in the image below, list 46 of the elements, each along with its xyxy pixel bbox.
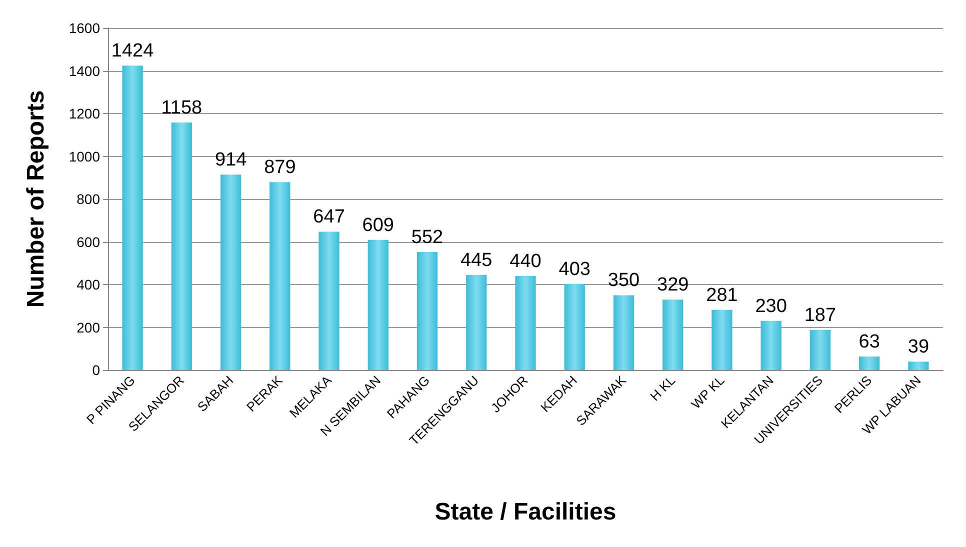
bar — [171, 122, 192, 370]
data-label: 914 — [214, 150, 248, 171]
data-label: 39 — [908, 336, 930, 358]
y-tick-label: 1000 — [68, 148, 100, 164]
x-axis-title: State / Facilities — [434, 498, 616, 526]
bar — [515, 276, 536, 370]
data-label: 609 — [362, 214, 394, 236]
bar — [220, 174, 242, 370]
bar — [416, 252, 438, 370]
data-label: 1158 — [161, 97, 202, 118]
bar — [368, 240, 388, 370]
bar — [613, 295, 634, 370]
y-tick-label: 200 — [76, 319, 100, 336]
y-tick-label: 600 — [76, 234, 100, 250]
bar — [810, 330, 831, 370]
bar — [908, 362, 929, 370]
data-label: 440 — [510, 250, 542, 272]
bar — [466, 274, 487, 370]
bar — [564, 284, 585, 370]
data-label: 187 — [804, 305, 836, 326]
data-label: 647 — [313, 206, 345, 228]
data-label: 63 — [858, 332, 880, 353]
bar — [318, 232, 340, 370]
data-label: 281 — [706, 284, 738, 306]
bar — [712, 310, 732, 370]
data-label: 1424 — [111, 40, 154, 62]
data-label: 350 — [608, 270, 640, 292]
data-label: 329 — [657, 274, 689, 296]
y-tick-label: 1400 — [68, 62, 100, 79]
y-tick-label: 1600 — [68, 20, 100, 36]
data-label: 403 — [558, 258, 590, 280]
bar — [859, 356, 880, 370]
bar — [122, 66, 143, 370]
y-tick-label: 800 — [76, 191, 100, 207]
bar — [662, 300, 684, 370]
data-label: 230 — [755, 296, 787, 317]
y-tick-label: 0 — [92, 362, 100, 378]
bar — [270, 182, 290, 370]
data-label: 879 — [264, 157, 296, 178]
y-axis-title: Number of Reports — [22, 90, 50, 308]
data-label: 445 — [460, 250, 492, 271]
bar — [760, 320, 782, 370]
x-tick-label: H KL — [647, 372, 678, 404]
y-tick-label: 1200 — [68, 106, 100, 122]
data-label: 552 — [411, 227, 444, 248]
y-tick-label: 400 — [76, 276, 100, 292]
